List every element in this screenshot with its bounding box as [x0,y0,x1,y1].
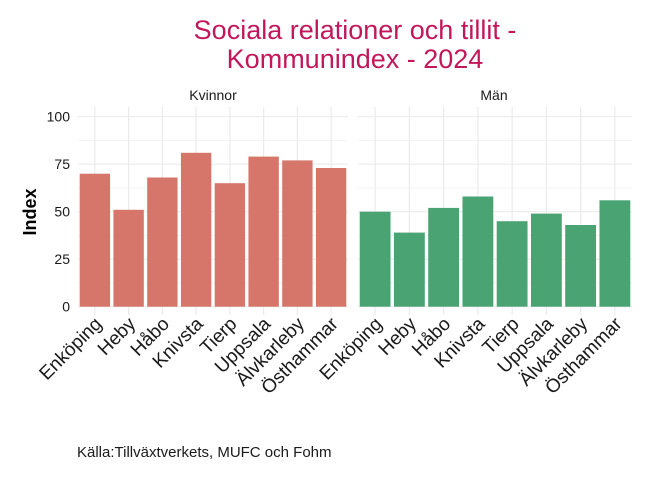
bar-mn-3 [462,196,494,307]
y-tick-label: 100 [47,109,71,125]
chart-title-line-1: Sociala relationer och tillit - [194,15,517,45]
bar-mn-4 [496,221,528,307]
bar-mn-2 [428,207,460,307]
y-axis-label: Index [20,188,40,235]
bar-kvinnor-4 [214,183,246,307]
bar-kvinnor-3 [180,152,212,307]
bar-mn-5 [530,213,562,307]
bar-kvinnor-0 [79,173,111,307]
bar-mn-0 [359,211,391,307]
bar-kvinnor-5 [248,156,279,307]
y-tick-label: 50 [54,204,70,220]
bar-kvinnor-1 [113,209,144,307]
facet-label-kvinnor: Kvinnor [189,87,237,103]
x-tick-label: Enköping [36,314,107,385]
bar-kvinnor-6 [282,160,313,307]
bar-mn-6 [565,225,597,307]
y-tick-label: 25 [54,251,70,267]
bar-kvinnor-7 [315,168,347,307]
chart-title-line-2: Kommunindex - 2024 [227,44,484,74]
bar-mn-1 [393,232,425,307]
facet-label-man: Män [480,87,507,103]
y-tick-label: 75 [54,156,70,172]
bar-kvinnor-2 [147,177,178,307]
bar-mn-7 [599,200,631,307]
y-tick-label: 0 [62,299,70,315]
chart-caption: Källa:Tillväxtverkets, MUFC och Fohm [77,444,332,461]
